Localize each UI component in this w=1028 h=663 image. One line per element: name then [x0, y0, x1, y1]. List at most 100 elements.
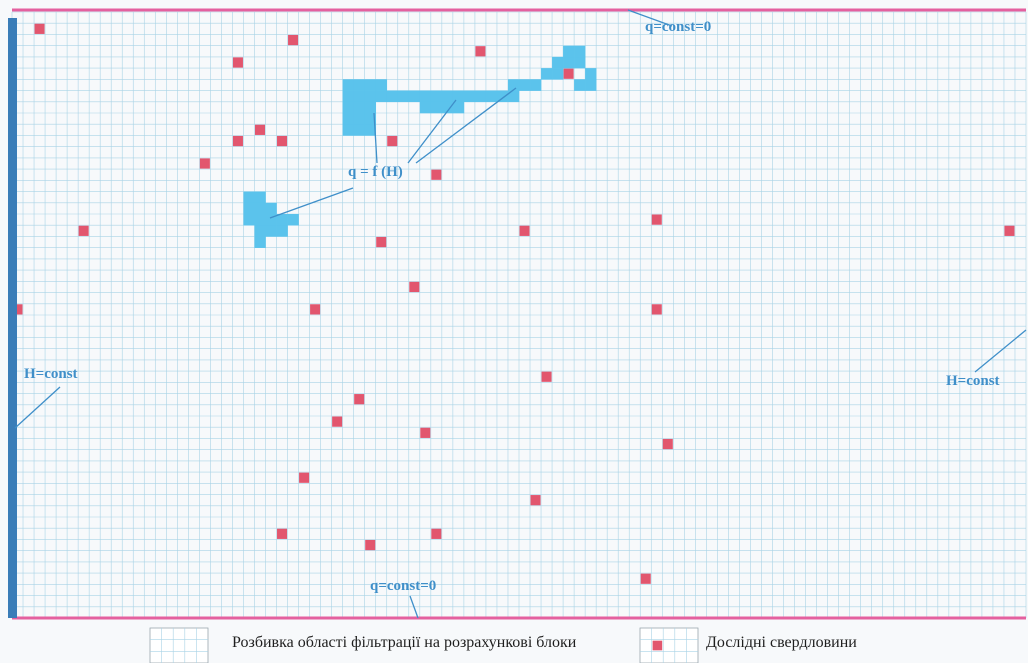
- inner-block: [364, 90, 377, 103]
- well: [199, 158, 210, 169]
- left-head-boundary: [8, 18, 17, 618]
- inner-block: [563, 45, 575, 58]
- well: [12, 304, 23, 315]
- leader-lines: [14, 9, 1027, 619]
- well: [475, 46, 486, 57]
- well: [651, 214, 662, 225]
- well: [541, 371, 552, 382]
- inner-block: [552, 56, 564, 69]
- inner-block: [574, 45, 586, 58]
- legend-symbols: [149, 627, 699, 663]
- inner-block: [463, 90, 476, 103]
- inner-block: [353, 79, 365, 91]
- inner-block: [452, 101, 465, 114]
- well: [376, 236, 387, 248]
- well: [332, 416, 343, 427]
- leader-left: [14, 386, 61, 429]
- left-boundary-label: H=const: [24, 366, 78, 382]
- leader-bottom: [409, 595, 419, 619]
- well: [365, 539, 376, 551]
- well: [78, 225, 89, 236]
- inner-block: [254, 236, 266, 248]
- well: [299, 472, 310, 483]
- leader-inner-4: [415, 87, 517, 164]
- bottom-boundary-label: q=const=0: [370, 578, 437, 594]
- well: [254, 124, 265, 135]
- inner-block: [353, 101, 365, 114]
- inner-block: [541, 68, 553, 80]
- legend-grid-label: Розбивка області фільтрації на розрахунк…: [232, 634, 577, 651]
- inner-boundary-label: q = f (H): [348, 164, 403, 180]
- inner-block: [353, 124, 365, 136]
- inner-block: [287, 214, 299, 226]
- inner-block: [254, 214, 266, 226]
- inner-block: [430, 101, 443, 114]
- inner-block: [441, 101, 454, 114]
- inner-block: [585, 79, 597, 91]
- well: [519, 225, 530, 236]
- inner-block: [353, 113, 365, 125]
- inner-block: [552, 68, 564, 80]
- inner-block: [364, 124, 377, 136]
- well: [34, 23, 45, 34]
- inner-block: [364, 113, 377, 125]
- inner-block: [342, 79, 354, 91]
- inner-block: [408, 90, 421, 103]
- legend-box: [149, 627, 209, 663]
- legend-box: [639, 627, 699, 663]
- well: [277, 135, 288, 147]
- inner-block: [265, 214, 277, 226]
- inner-block: [419, 101, 432, 114]
- inner-boundary-blocks: [243, 45, 597, 248]
- computational-grid: [11, 11, 1027, 619]
- leader-top: [627, 9, 673, 27]
- top-boundary-label: q=const=0: [645, 19, 712, 35]
- legend-well-label: Дослідні свердловини: [706, 634, 857, 651]
- inner-block: [563, 56, 575, 69]
- inner-block: [585, 68, 597, 80]
- leader-inner-2: [373, 112, 378, 164]
- inner-block: [243, 191, 255, 204]
- inner-block: [265, 202, 277, 215]
- inner-block: [441, 90, 454, 103]
- inner-block: [375, 90, 388, 103]
- well: [232, 57, 243, 68]
- well: [409, 281, 420, 293]
- well: [310, 304, 321, 315]
- observation-wells: [12, 23, 1015, 584]
- inner-block: [386, 90, 399, 103]
- inner-block: [364, 79, 377, 91]
- inner-block: [353, 90, 365, 103]
- inner-block: [519, 79, 531, 91]
- inner-block: [530, 79, 542, 91]
- inner-block: [452, 90, 465, 103]
- inner-block: [276, 214, 288, 226]
- inner-block: [507, 90, 520, 103]
- inner-block: [430, 90, 443, 103]
- inner-block: [574, 79, 586, 91]
- inner-block: [507, 79, 520, 91]
- well: [277, 528, 288, 539]
- inner-block: [485, 90, 498, 103]
- well: [354, 394, 365, 405]
- inner-block: [574, 56, 586, 69]
- inner-block: [496, 90, 509, 103]
- inner-block: [364, 101, 377, 114]
- inner-block: [342, 101, 354, 114]
- well: [563, 68, 574, 79]
- inner-block: [243, 202, 255, 215]
- leader-right: [974, 329, 1027, 373]
- right-boundary-label: H=const: [946, 373, 1000, 389]
- leader-inner-3: [407, 99, 457, 164]
- inner-block: [342, 113, 354, 125]
- well: [662, 438, 673, 450]
- inner-block: [397, 90, 410, 103]
- well: [420, 427, 431, 438]
- inner-block: [419, 90, 432, 103]
- inner-block: [254, 225, 266, 237]
- legend-grid-symbol: [149, 627, 209, 663]
- legend-well-mark: [652, 640, 663, 651]
- well: [232, 135, 243, 147]
- inner-block: [254, 191, 266, 204]
